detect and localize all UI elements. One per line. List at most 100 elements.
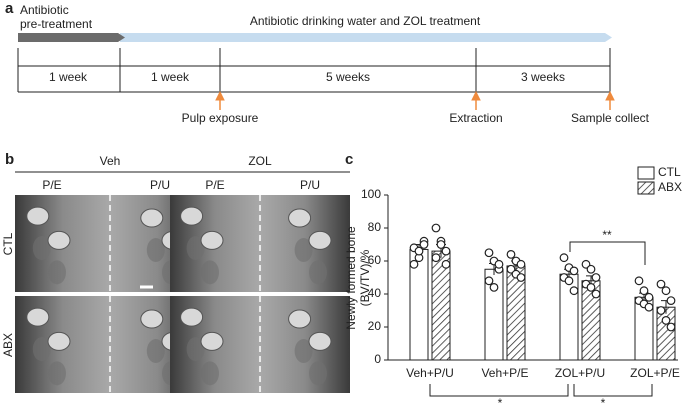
event-arrows xyxy=(215,90,615,110)
significance: * xyxy=(601,396,606,408)
tooth xyxy=(308,230,332,250)
data-point xyxy=(484,276,494,286)
tissue xyxy=(48,260,66,285)
panel-label: b xyxy=(5,151,14,168)
data-point xyxy=(564,276,574,286)
row-label: CTL xyxy=(1,232,15,255)
legend-swatch xyxy=(637,166,655,180)
column-label: Veh xyxy=(100,154,121,168)
panel-label: c xyxy=(345,151,353,168)
pretreatment-arrow xyxy=(18,33,125,42)
tissue xyxy=(32,337,51,362)
data-point xyxy=(431,253,441,263)
y-tick-label: 40 xyxy=(368,286,382,300)
event-label: Sample collect xyxy=(571,111,650,125)
subcolumn-label: P/E xyxy=(205,178,224,192)
data-point xyxy=(586,264,596,274)
significance: * xyxy=(498,396,503,408)
tooth xyxy=(200,230,224,250)
data-point xyxy=(569,286,579,296)
data-point xyxy=(569,266,579,276)
significance: ** xyxy=(602,228,612,242)
data-point xyxy=(639,286,649,296)
data-point xyxy=(436,240,446,249)
tooth xyxy=(140,309,164,329)
duration: 1 week xyxy=(49,70,88,84)
tooth xyxy=(140,208,164,228)
data-point xyxy=(559,253,569,263)
tissue xyxy=(201,260,219,285)
subcolumn-label: P/U xyxy=(150,178,170,192)
phase-label: pre-treatment xyxy=(20,17,93,31)
data-point xyxy=(656,306,666,315)
data-point xyxy=(414,246,424,256)
treatment-arrow xyxy=(120,33,612,42)
x-tick-label: ZOL+P/U xyxy=(555,366,605,380)
bar xyxy=(656,306,676,361)
legend-label: CTL xyxy=(658,165,681,179)
tooth xyxy=(47,331,71,351)
tooth xyxy=(288,208,312,228)
data-point xyxy=(634,276,644,286)
legend-swatch xyxy=(637,181,655,195)
significance-brackets xyxy=(429,241,653,397)
tooth xyxy=(308,331,332,351)
x-tick-label: Veh+P/E xyxy=(481,366,528,380)
data-point xyxy=(644,302,654,312)
tissue xyxy=(294,238,313,263)
data-point xyxy=(516,273,526,282)
row-label: ABX xyxy=(1,333,15,357)
data-point xyxy=(591,289,601,299)
data-point xyxy=(441,259,451,269)
tooth xyxy=(26,307,50,327)
x-tick-label: ZOL+P/E xyxy=(630,366,680,380)
subcolumn-label: P/U xyxy=(300,178,320,192)
subcolumn-label: P/E xyxy=(42,178,61,192)
duration: 5 weeks xyxy=(326,70,370,84)
data-point xyxy=(661,316,671,325)
micro-ct-images xyxy=(15,195,350,393)
data-point xyxy=(441,246,451,256)
data-point xyxy=(591,273,601,282)
event-label: Extraction xyxy=(449,111,502,125)
data-point xyxy=(586,283,596,292)
data-point xyxy=(494,259,504,269)
tissue xyxy=(309,260,327,285)
tooth xyxy=(180,307,204,327)
phase-label: Antibiotic drinking water and ZOL treatm… xyxy=(250,14,481,28)
timeline xyxy=(17,48,611,93)
panel-label: a xyxy=(5,0,14,17)
duration: 1 week xyxy=(151,70,190,84)
y-tick-label: 0 xyxy=(374,352,381,366)
y-tick-label: 80 xyxy=(368,220,382,234)
data-point xyxy=(489,283,499,292)
tooth xyxy=(26,206,50,226)
tissue xyxy=(201,361,219,386)
tissue xyxy=(186,337,205,362)
data-point xyxy=(656,279,666,289)
y-tick-label: 100 xyxy=(361,187,381,201)
tissue xyxy=(146,238,165,263)
duration: 3 weeks xyxy=(521,70,565,84)
tissue xyxy=(48,361,66,386)
y-tick-label: 20 xyxy=(368,319,382,333)
data-point xyxy=(661,286,671,296)
event-label: Pulp exposure xyxy=(182,111,259,125)
data-point xyxy=(419,240,429,249)
data-point xyxy=(431,223,441,233)
tooth xyxy=(180,206,204,226)
data-point xyxy=(666,322,676,332)
phase-label: Antibiotic xyxy=(20,3,69,17)
x-tick-label: Veh+P/U xyxy=(406,366,454,380)
tissue xyxy=(309,361,327,386)
tissue xyxy=(146,339,165,364)
y-axis-title: (BV/TV)/% xyxy=(358,249,372,306)
tissue xyxy=(186,236,205,261)
column-label: ZOL xyxy=(248,154,272,168)
data-point xyxy=(506,249,516,259)
data-point xyxy=(409,259,419,269)
tooth xyxy=(47,230,71,250)
data-point xyxy=(644,292,654,302)
legend-label: ABX xyxy=(658,180,682,194)
